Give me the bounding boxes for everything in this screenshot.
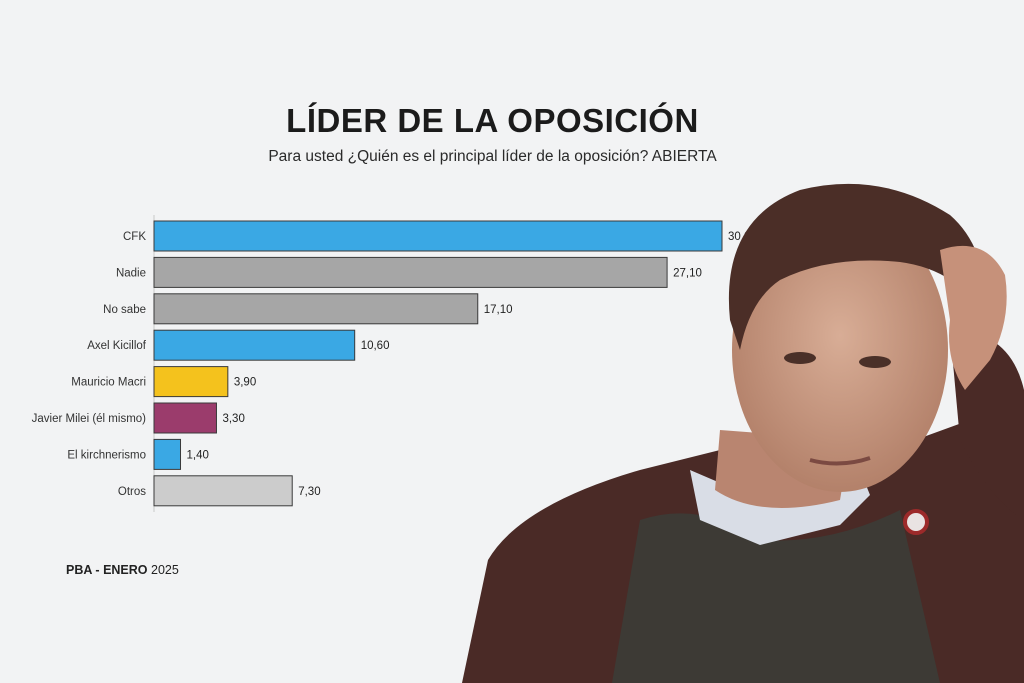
chart-subtitle: Para usted ¿Quién es el principal líder … (268, 148, 717, 165)
value-label: 3,30 (222, 413, 244, 425)
bar-3 (153, 329, 356, 361)
value-label: 10,60 (361, 340, 390, 352)
category-label: Javier Milei (él mismo) (32, 413, 147, 425)
chart-title: LÍDER DE LA OPOSICIÓN (286, 102, 699, 139)
category-label: Mauricio Macri (71, 377, 146, 389)
value-label: 3,90 (234, 377, 256, 389)
bar-6 (153, 438, 182, 470)
category-label: No sabe (103, 304, 146, 316)
category-label: Axel Kicillof (87, 340, 147, 352)
footer-region: PBA - (66, 563, 100, 577)
bar-7 (153, 475, 293, 507)
bar-1 (153, 256, 668, 288)
chart-footer: PBA - ENERO 2025 (66, 563, 179, 577)
bar-5 (153, 402, 217, 434)
category-label: Nadie (116, 267, 146, 279)
category-label: CFK (123, 231, 146, 243)
footer-year: 2025 (151, 563, 179, 577)
value-label: 27,10 (673, 267, 702, 279)
value-label: 17,10 (484, 304, 513, 316)
bar-0 (153, 220, 723, 252)
category-label: El kirchnerismo (67, 449, 146, 461)
footer-month: ENERO (103, 563, 148, 577)
value-label: 1,40 (187, 449, 209, 461)
category-label: Otros (118, 486, 146, 498)
bar-2 (153, 293, 479, 325)
value-label: 7,30 (298, 486, 320, 498)
bar-4 (153, 366, 229, 398)
